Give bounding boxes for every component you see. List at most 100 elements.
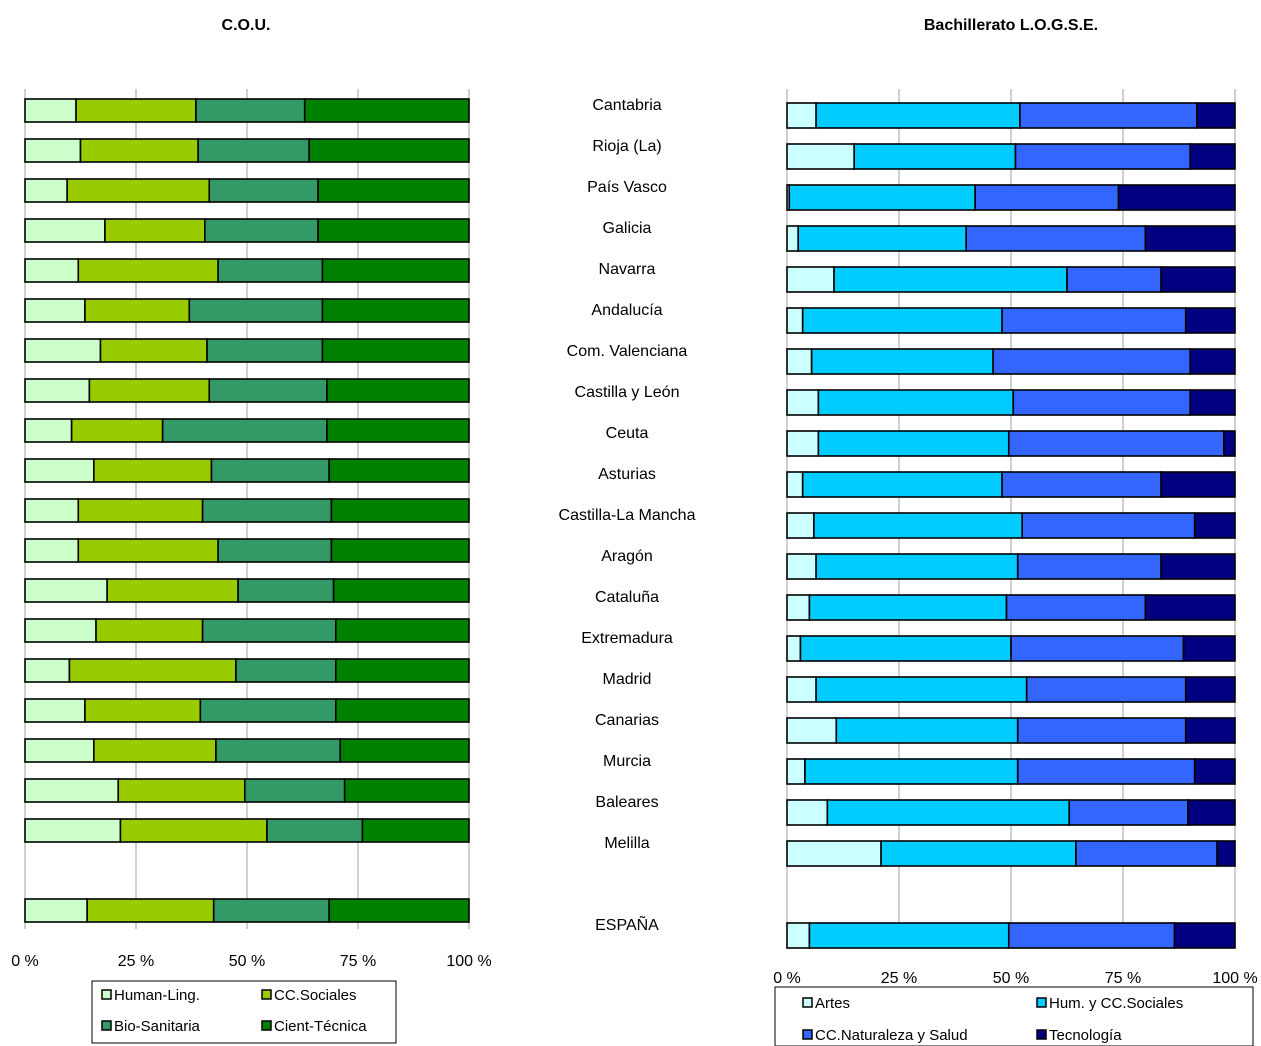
bar-segment-tecnologia-madrid: [1184, 676, 1236, 703]
bar-segment-artes-andalucia: [786, 307, 804, 334]
region-labels: Cantabria Rioja (La) País Vasco Galicia Nava…: [559, 97, 696, 934]
bar-segment-human-ling-navarra: [24, 258, 80, 283]
bar-segment-human-ling-rioja-la: [24, 138, 82, 163]
bar-segment-cient-tecnica-cantabria: [303, 98, 470, 123]
bar-segment-artes-navarra: [786, 266, 835, 293]
x-tick-label-right: 25 %: [881, 970, 917, 987]
bar-segment-artes-espana: [786, 922, 811, 949]
bar-segment-bio-sanitaria-navarra: [217, 258, 324, 283]
bars-left: [24, 98, 470, 923]
bar-segment-hum-y-cc-sociales-castilla-y-leon: [817, 389, 1015, 416]
bar-segment-bio-sanitaria-cataluna: [237, 578, 335, 603]
bar-segment-cient-tecnica-castilla-la-mancha: [330, 498, 470, 523]
bar-segment-hum-y-cc-sociales-madrid: [815, 676, 1028, 703]
bar-segment-human-ling-baleares: [24, 778, 120, 803]
bar-segment-bio-sanitaria-madrid: [235, 658, 337, 683]
bar-segment-tecnologia-rioja-la: [1189, 143, 1236, 170]
region-label-extremadura: Extremadura: [581, 630, 673, 647]
legend-swatch-cc-sociales: [261, 989, 272, 1000]
legend-swatch-tecnologia: [1036, 1029, 1047, 1040]
bar-segment-cient-tecnica-baleares: [343, 778, 470, 803]
bar-segment-tecnologia-pais-vasco: [1117, 184, 1236, 211]
bar-segment-cc-sociales-espana: [86, 898, 215, 923]
bar-segment-artes-aragon: [786, 553, 817, 580]
bar-segment-human-ling-madrid: [24, 658, 71, 683]
bar-segment-hum-y-cc-sociales-murcia: [804, 758, 1019, 785]
bar-segment-hum-y-cc-sociales-asturias: [801, 471, 1003, 498]
bar-segment-cc-naturaleza-y-salud-castilla-la-mancha: [1021, 512, 1196, 539]
bar-segment-cc-naturaleza-y-salud-cataluna: [1005, 594, 1147, 621]
region-label-pais-vasco: País Vasco: [587, 179, 667, 196]
bar-segment-hum-y-cc-sociales-pais-vasco: [788, 184, 976, 211]
bar-segment-tecnologia-melilla: [1216, 840, 1236, 867]
legend-right: Artes Hum. y CC.Sociales CC.Naturaleza y S…: [774, 986, 1254, 1046]
bar-segment-cc-sociales-cantabria: [75, 98, 197, 123]
bar-segment-tecnologia-cantabria: [1196, 102, 1236, 129]
bar-segment-cc-naturaleza-y-salud-cantabria: [1019, 102, 1198, 129]
region-label-castilla-la-mancha: Castilla-La Mancha: [559, 507, 696, 524]
bar-segment-cc-naturaleza-y-salud-com-valenciana: [992, 348, 1192, 375]
bar-segment-human-ling-pais-vasco: [24, 178, 68, 203]
chart-title-cou: C.O.U.: [222, 17, 271, 34]
bar-segment-tecnologia-espana: [1173, 922, 1236, 949]
bar-segment-cc-sociales-rioja-la: [79, 138, 199, 163]
bar-segment-cient-tecnica-canarias: [334, 698, 470, 723]
bar-segment-cc-sociales-com-valenciana: [99, 338, 208, 363]
bar-segment-hum-y-cc-sociales-espana: [808, 922, 1010, 949]
bar-segment-artes-rioja-la: [786, 143, 855, 170]
bar-segment-cc-sociales-castilla-y-leon: [88, 378, 211, 403]
legend-label-tecnologia: Tecnología: [1049, 1027, 1122, 1044]
chart-title-logse: Bachillerato L.O.G.S.E.: [924, 17, 1098, 34]
bar-segment-cc-naturaleza-y-salud-extremadura: [1010, 635, 1185, 662]
ticks-left: 0 % 25 % 50 % 75 % 100 %: [11, 953, 491, 970]
x-tick-label-right: 0 %: [773, 970, 801, 987]
legend-swatch-artes: [802, 997, 813, 1008]
bar-segment-artes-canarias: [786, 717, 838, 744]
bar-segment-tecnologia-castilla-y-leon: [1189, 389, 1236, 416]
bar-segment-human-ling-canarias: [24, 698, 86, 723]
bar-segment-tecnologia-com-valenciana: [1189, 348, 1236, 375]
region-label-madrid: Madrid: [603, 671, 652, 688]
legend-box: [91, 980, 397, 1044]
bar-segment-tecnologia-cataluna: [1144, 594, 1236, 621]
legend-swatch-bio-sanitaria: [101, 1020, 112, 1031]
bar-segment-hum-y-cc-sociales-ceuta: [817, 430, 1010, 457]
region-label-navarra: Navarra: [599, 261, 656, 278]
bar-segment-artes-madrid: [786, 676, 817, 703]
bar-segment-hum-y-cc-sociales-andalucia: [801, 307, 1003, 334]
x-tick-label-right: 100 %: [1212, 970, 1257, 987]
bar-segment-human-ling-galicia: [24, 218, 106, 243]
bar-segment-human-ling-espana: [24, 898, 88, 923]
region-label-murcia: Murcia: [603, 753, 651, 770]
bar-segment-bio-sanitaria-galicia: [204, 218, 319, 243]
bar-segment-artes-ceuta: [786, 430, 820, 457]
bar-segment-tecnologia-baleares: [1187, 799, 1236, 826]
bar-segment-human-ling-murcia: [24, 738, 95, 763]
x-tick-label-left: 75 %: [340, 953, 376, 970]
region-label-ceuta: Ceuta: [606, 425, 649, 442]
region-label-baleares: Baleares: [595, 794, 658, 811]
bar-segment-cient-tecnica-pais-vasco: [317, 178, 470, 203]
bar-segment-cc-naturaleza-y-salud-melilla: [1075, 840, 1218, 867]
bar-segment-cc-naturaleza-y-salud-baleares: [1068, 799, 1189, 826]
ticks-right: 0 % 25 % 50 % 75 % 100 %: [773, 970, 1257, 987]
legend-swatch-hum-y-cc-sociales: [1036, 997, 1047, 1008]
bars-right: [786, 102, 1236, 949]
bar-segment-cient-tecnica-extremadura: [334, 618, 470, 643]
bar-segment-tecnologia-andalucia: [1184, 307, 1236, 334]
bar-segment-cc-sociales-murcia: [93, 738, 217, 763]
bar-segment-human-ling-cataluna: [24, 578, 108, 603]
bar-segment-bio-sanitaria-melilla: [266, 818, 364, 843]
bar-segment-artes-asturias: [786, 471, 804, 498]
bar-segment-cc-sociales-galicia: [104, 218, 206, 243]
bar-segment-cc-naturaleza-y-salud-ceuta: [1007, 430, 1225, 457]
legend-label-artes: Artes: [815, 995, 850, 1012]
x-tick-label-left: 50 %: [229, 953, 265, 970]
bar-segment-cc-sociales-canarias: [84, 698, 202, 723]
bar-segment-bio-sanitaria-asturias: [210, 458, 330, 483]
bar-segment-artes-melilla: [786, 840, 882, 867]
bar-segment-human-ling-castilla-la-mancha: [24, 498, 80, 523]
bar-segment-cient-tecnica-galicia: [317, 218, 470, 243]
legend-label-cc-sociales: CC.Sociales: [274, 987, 357, 1004]
bar-segment-cc-sociales-ceuta: [70, 418, 164, 443]
